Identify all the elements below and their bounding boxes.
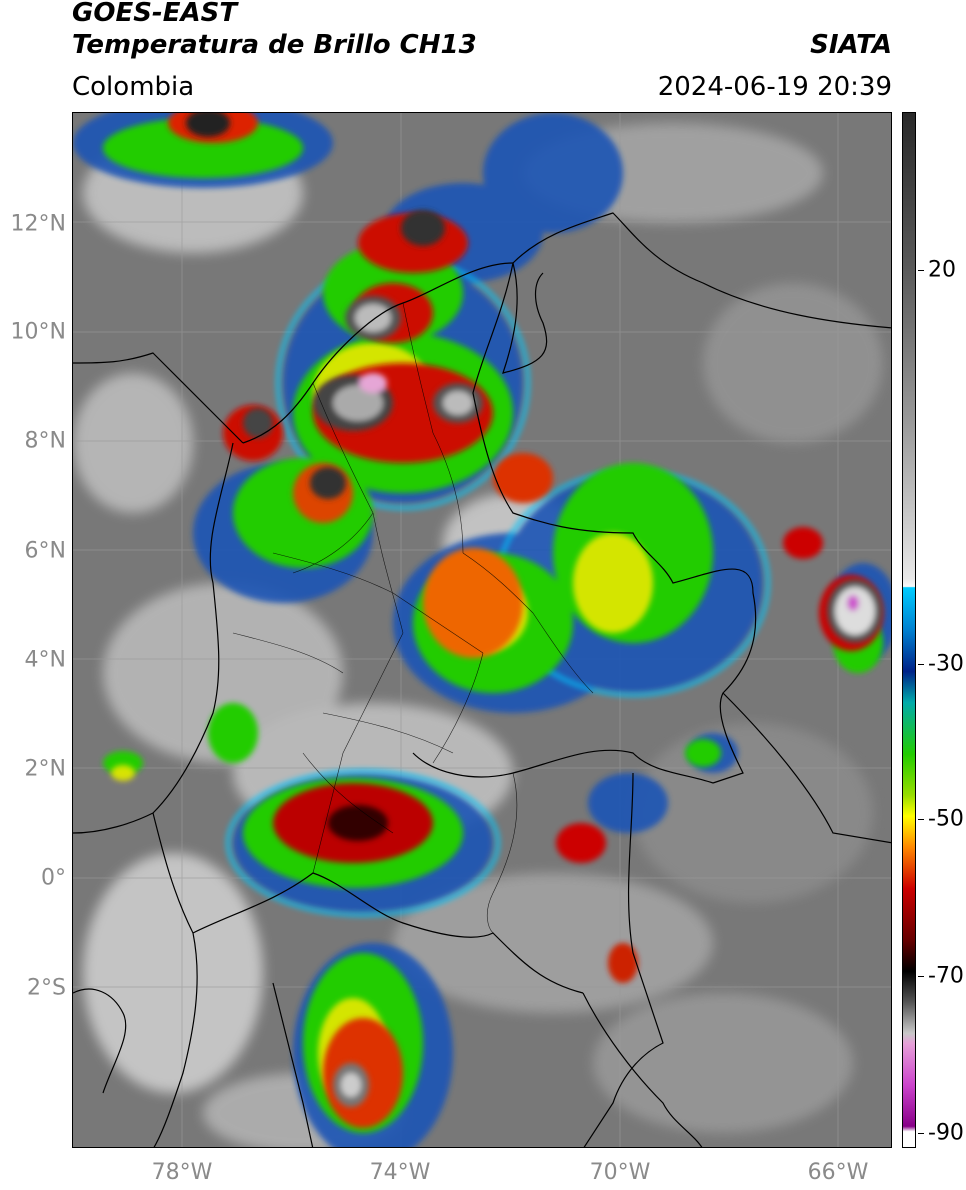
colorbar-label-minus70: -70 <box>928 963 964 989</box>
lat-label-4n: 4°N <box>24 647 66 673</box>
lat-label-2n: 2°N <box>24 756 66 782</box>
map-canvas <box>73 113 891 1147</box>
lat-label-2s: 2°S <box>27 975 66 1001</box>
department-borders <box>232 302 594 934</box>
colorbar-label-20: 20 <box>928 257 956 283</box>
colorbar-tick-minus50 <box>918 819 924 820</box>
colorbar-tick-minus30 <box>918 664 924 665</box>
colorbar-tick-minus70 <box>918 976 924 977</box>
temperature-colorbar <box>902 112 916 1148</box>
agency-label: SIATA <box>810 30 892 60</box>
colorbar-label-minus30: -30 <box>928 651 964 677</box>
product-title: Temperatura de Brillo CH13 <box>72 30 477 60</box>
satellite-title: GOES-EAST <box>72 0 238 28</box>
lat-label-12n: 12°N <box>10 211 66 237</box>
colorbar-tick-20 <box>918 270 924 271</box>
lon-label-66w: 66°W <box>807 1160 869 1185</box>
colorbar-tick-minus90 <box>918 1133 924 1134</box>
lat-label-10n: 10°N <box>10 319 66 345</box>
country-borders <box>192 262 891 1147</box>
lat-label-equator: 0° <box>41 865 66 891</box>
satellite-map[interactable] <box>72 112 892 1148</box>
timestamp-label: 2024-06-19 20:39 <box>657 72 892 102</box>
lon-label-74w: 74°W <box>369 1160 431 1185</box>
region-label: Colombia <box>72 72 195 102</box>
colorbar-label-minus50: -50 <box>928 806 964 832</box>
coastlines <box>73 212 891 1147</box>
colorbar-label-minus90: -90 <box>928 1120 964 1146</box>
lon-label-78w: 78°W <box>151 1160 213 1185</box>
lat-label-8n: 8°N <box>24 428 66 454</box>
lat-label-6n: 6°N <box>24 538 66 564</box>
lon-label-70w: 70°W <box>589 1160 651 1185</box>
cloud-cold-cores <box>186 113 883 1107</box>
